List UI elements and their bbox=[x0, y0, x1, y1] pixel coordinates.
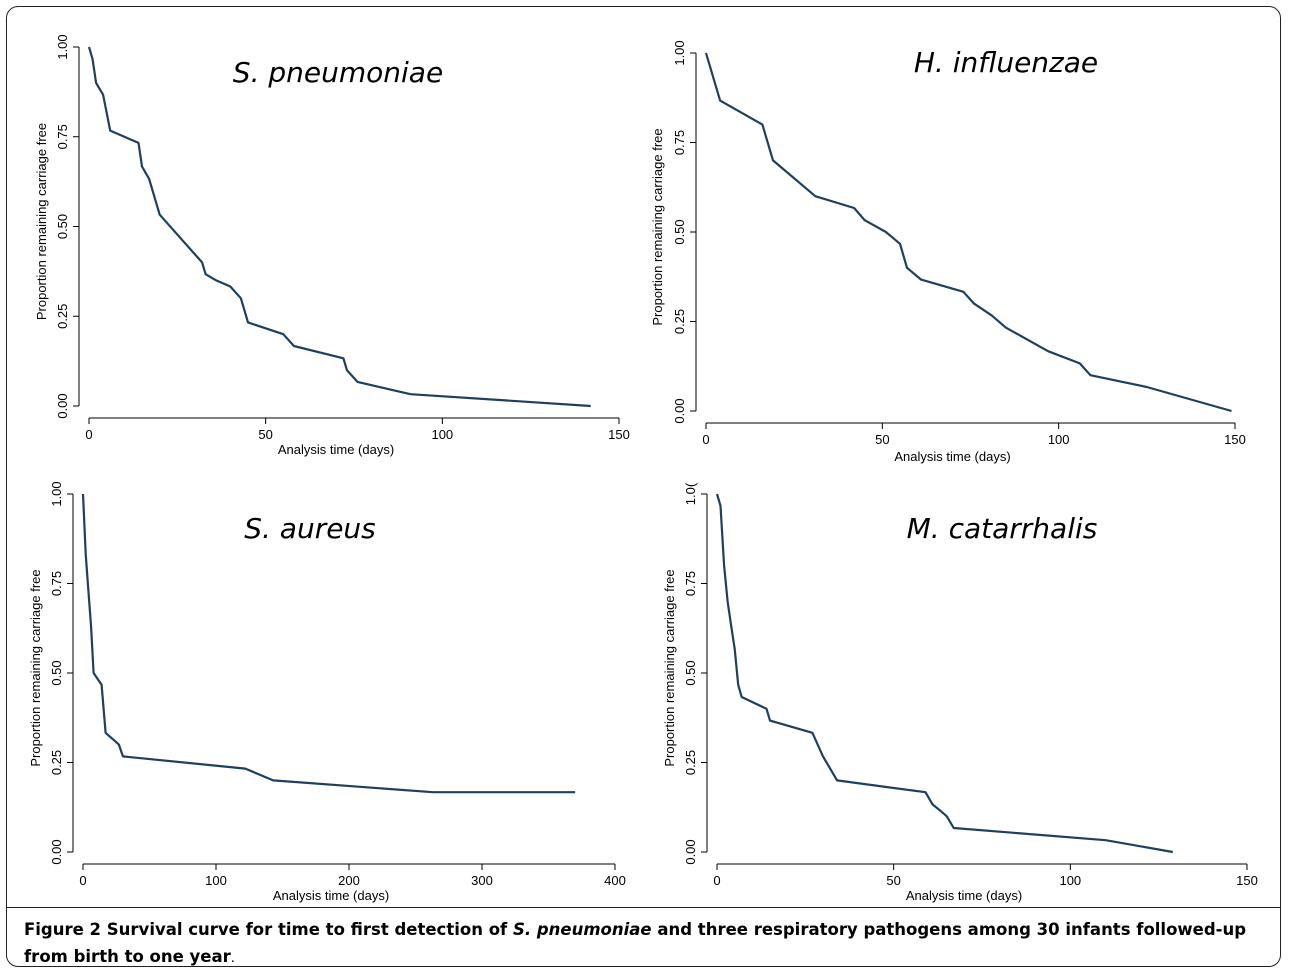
panel-title: S. pneumoniae bbox=[233, 56, 443, 89]
y-axis-label: Proportion remaining carriage free bbox=[28, 569, 43, 766]
x-tick-label: 50 bbox=[886, 873, 900, 888]
x-tick-label: 200 bbox=[338, 873, 360, 888]
caption-text-1: Survival curve for time to first detecti… bbox=[101, 920, 513, 939]
y-tick-label: 0.50 bbox=[49, 660, 64, 685]
y-tick-label: 0.25 bbox=[683, 750, 698, 775]
y-tick-label: 0.50 bbox=[55, 214, 70, 239]
y-tick-label: 1.0( bbox=[683, 482, 698, 505]
survival-curve bbox=[704, 52, 1232, 413]
x-tick-label: 0 bbox=[85, 427, 92, 442]
caption-divider bbox=[6, 907, 1281, 908]
panel-title: S. aureus bbox=[244, 512, 376, 545]
x-tick-label: 150 bbox=[1224, 432, 1246, 447]
y-tick-label: 0.00 bbox=[55, 393, 70, 418]
figure-caption: Figure 2 Survival curve for time to firs… bbox=[24, 916, 1274, 972]
y-axis-label: Proportion remaining carriage free bbox=[34, 123, 49, 320]
x-tick-label: 300 bbox=[471, 873, 493, 888]
caption-text-2: and three respiratory pathogens among 30… bbox=[24, 920, 1247, 966]
x-axis-label: Analysis time (days) bbox=[278, 442, 394, 457]
panel-title: M. catarrhalis bbox=[907, 512, 1098, 545]
y-tick-label: 0.75 bbox=[49, 571, 64, 596]
survival-curve bbox=[715, 493, 1173, 854]
x-tick-label: 50 bbox=[258, 427, 272, 442]
y-tick-label: 0.50 bbox=[672, 219, 687, 244]
x-tick-label: 150 bbox=[608, 427, 630, 442]
y-tick-label: 0.75 bbox=[683, 571, 698, 596]
x-tick-label: 50 bbox=[875, 432, 889, 447]
y-tick-label: 0.25 bbox=[55, 304, 70, 329]
panel-s-pneumoniae: 0.00 0.25 0.50 0.75 1.00 0 50 100 150 Analysis ti… bbox=[0, 0, 645, 470]
survival-curve bbox=[87, 46, 591, 408]
y-axis-label: Proportion remaining carriage free bbox=[662, 569, 677, 766]
y-tick-label: 0.75 bbox=[55, 124, 70, 149]
x-tick-label: 150 bbox=[1236, 873, 1258, 888]
y-tick-label: 0.00 bbox=[49, 839, 64, 864]
x-axis-label: Analysis time (days) bbox=[894, 449, 1010, 464]
chart-s-aureus: 0.00 0.25 0.50 0.75 1.00 0 100 200 300 400 Analysi… bbox=[28, 481, 626, 903]
y-tick-label: 0.50 bbox=[683, 660, 698, 685]
survival-curve bbox=[81, 493, 576, 794]
y-tick-label: 1.00 bbox=[55, 34, 70, 59]
x-tick-label: 100 bbox=[1059, 873, 1081, 888]
x-tick-label: 100 bbox=[205, 873, 227, 888]
y-tick-label: 0.25 bbox=[49, 750, 64, 775]
x-tick-label: 0 bbox=[702, 432, 709, 447]
x-tick-label: 400 bbox=[604, 873, 626, 888]
x-tick-label: 0 bbox=[79, 873, 86, 888]
figure-frame bbox=[6, 6, 1281, 967]
x-tick-label: 100 bbox=[431, 427, 453, 442]
panel-title: H. influenzae bbox=[914, 46, 1098, 79]
y-tick-label: 1.00 bbox=[49, 481, 64, 506]
caption-tail: . bbox=[230, 951, 235, 966]
y-tick-label: 0.00 bbox=[683, 839, 698, 864]
y-tick-label: 0.25 bbox=[672, 309, 687, 334]
x-axis-label: Analysis time (days) bbox=[273, 888, 389, 903]
y-tick-label: 1.00 bbox=[672, 40, 687, 65]
caption-label: Figure 2 bbox=[24, 920, 102, 939]
panel-s-aureus: 0.00 0.25 0.50 0.75 1.00 0 100 200 300 400 Analysi… bbox=[0, 0, 645, 910]
chart-s-pneumoniae: 0.00 0.25 0.50 0.75 1.00 0 50 100 150 Analysis ti… bbox=[34, 34, 630, 457]
y-tick-label: 0.00 bbox=[672, 398, 687, 423]
x-tick-label: 100 bbox=[1048, 432, 1070, 447]
x-tick-label: 0 bbox=[713, 873, 720, 888]
chart-h-influenzae: 0.00 0.25 0.50 0.75 1.00 0 50 100 150 Analysis ti… bbox=[650, 40, 1246, 464]
chart-m-catarrhalis: 0.00 0.25 0.50 0.75 1.0( 0 50 100 150 Analysis ti… bbox=[662, 482, 1258, 903]
caption-species: S. pneumoniae bbox=[512, 920, 652, 939]
y-tick-label: 0.75 bbox=[672, 130, 687, 155]
x-axis-label: Analysis time (days) bbox=[906, 888, 1022, 903]
panel-m-catarrhalis: 0.00 0.25 0.50 0.75 1.0( 0 50 100 150 Analysis ti… bbox=[662, 482, 1258, 903]
y-axis-label: Proportion remaining carriage free bbox=[650, 128, 665, 325]
panel-h-influenzae: 0.00 0.25 0.50 0.75 1.00 0 50 100 150 Analysis ti… bbox=[0, 0, 1289, 470]
